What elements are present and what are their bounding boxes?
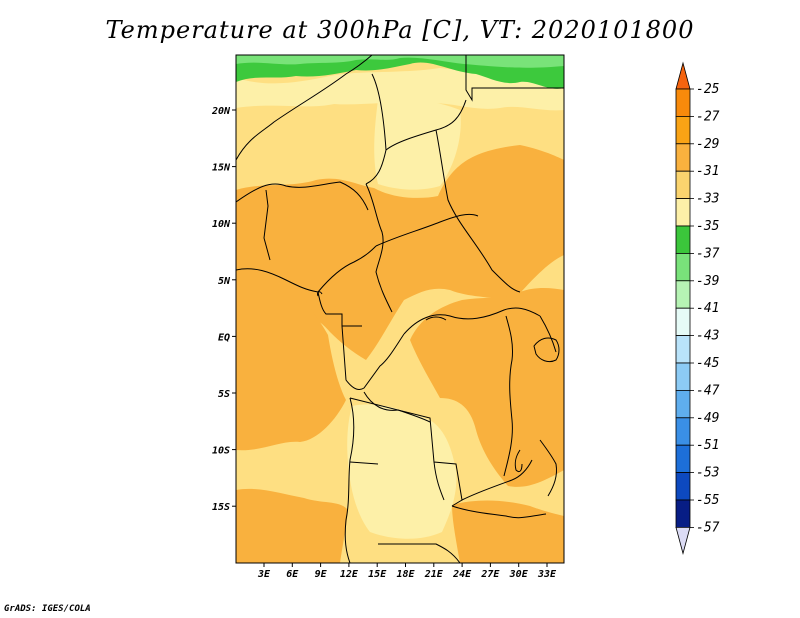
- legend-color-box: [675, 389, 691, 419]
- lon-tick-label: 9E: [315, 569, 328, 580]
- legend-color-box: [675, 170, 691, 199]
- warm-zone-sahel: [236, 145, 564, 360]
- legend-color-box: [675, 225, 691, 254]
- cool-zone-angola: [347, 404, 457, 539]
- lat-tick-label: 15S: [212, 502, 230, 513]
- warm-zone-south: [236, 488, 348, 563]
- legend-label: -35: [696, 219, 720, 234]
- legend-label: -55: [696, 493, 720, 508]
- legend-bottom-triangle: [675, 527, 691, 555]
- legend-color-box: [675, 198, 691, 227]
- lon-tick-label: 18E: [396, 569, 415, 580]
- lat-tick-label: 20N: [211, 106, 231, 117]
- lat-tick-label: 10N: [212, 219, 231, 230]
- legend-label: -25: [696, 82, 720, 97]
- lon-tick-label: 3E: [257, 569, 271, 580]
- cold-zone-green-light: [236, 55, 564, 68]
- lon-tick-label: 33E: [537, 569, 557, 580]
- legend-label: -29: [696, 137, 719, 152]
- country-borders: [236, 55, 564, 563]
- legend-color-box: [675, 417, 691, 446]
- lon-tick-label: 12E: [340, 569, 359, 580]
- legend-label: -45: [696, 356, 720, 371]
- temperature-field: [236, 55, 564, 563]
- warm-zone-southeast: [452, 500, 564, 563]
- legend-top-triangle: [675, 61, 691, 90]
- warm-zone-west: [236, 272, 346, 451]
- lon-tick-label: 24E: [452, 569, 472, 580]
- legend-label: -57: [696, 520, 720, 535]
- warm-zone-east: [410, 288, 564, 487]
- lon-tick-label: 30E: [509, 569, 529, 580]
- legend-color-box: [675, 307, 691, 337]
- latitude-axis: 20N 15N 10N 5N EQ 5S 10S 15S: [211, 106, 236, 513]
- legend-label: -49: [696, 411, 719, 426]
- lon-tick-label: 21E: [424, 569, 444, 580]
- legend-color-box: [675, 143, 691, 172]
- legend-label: -39: [696, 274, 719, 289]
- lat-tick-label: 10S: [212, 446, 230, 457]
- legend-color-box: [675, 444, 691, 474]
- legend-color-box: [675, 252, 691, 282]
- cool-zone-niger: [374, 98, 461, 190]
- legend-label: -53: [696, 466, 719, 481]
- cool-zone-north: [236, 68, 564, 111]
- legend-color-box: [675, 362, 691, 391]
- legend-label: -37: [696, 246, 720, 261]
- longitude-axis: 3E 6E 9E 12E 15E 18E 21E 24E 27E 30E 33E: [257, 563, 557, 580]
- lat-tick-label: 5S: [218, 389, 230, 400]
- legend-label: -43: [696, 329, 719, 344]
- legend-label: -47: [696, 383, 720, 398]
- lat-tick-label: EQ: [218, 332, 230, 343]
- legend-color-box: [675, 280, 691, 309]
- lat-tick-label: 15N: [212, 163, 231, 174]
- credit-text: GrADS: IGES/COLA: [4, 604, 91, 614]
- lon-tick-label: 6E: [286, 569, 299, 580]
- legend-color-box: [675, 88, 691, 117]
- legend-color-box: [675, 472, 691, 501]
- legend-colorbar: -25 -27 -29 -31 -33 -35 -37 -39 -41 -43 -45 -47 -49 -…: [675, 61, 720, 555]
- lat-tick-label: 5N: [218, 276, 231, 287]
- legend-label: -33: [696, 192, 719, 207]
- lon-tick-label: 15E: [368, 569, 387, 580]
- map-title: Temperature at 300hPa [C], VT: 202010180…: [105, 16, 695, 44]
- legend-color-box: [675, 116, 691, 145]
- legend-label: -27: [696, 109, 720, 124]
- lon-tick-label: 27E: [480, 569, 500, 580]
- map-frame: [235, 54, 565, 564]
- legend-label: -31: [696, 164, 719, 179]
- legend-color-box: [675, 499, 691, 528]
- legend-label: -41: [696, 301, 719, 316]
- legend-color-box: [675, 335, 691, 364]
- legend-label: -51: [696, 438, 719, 453]
